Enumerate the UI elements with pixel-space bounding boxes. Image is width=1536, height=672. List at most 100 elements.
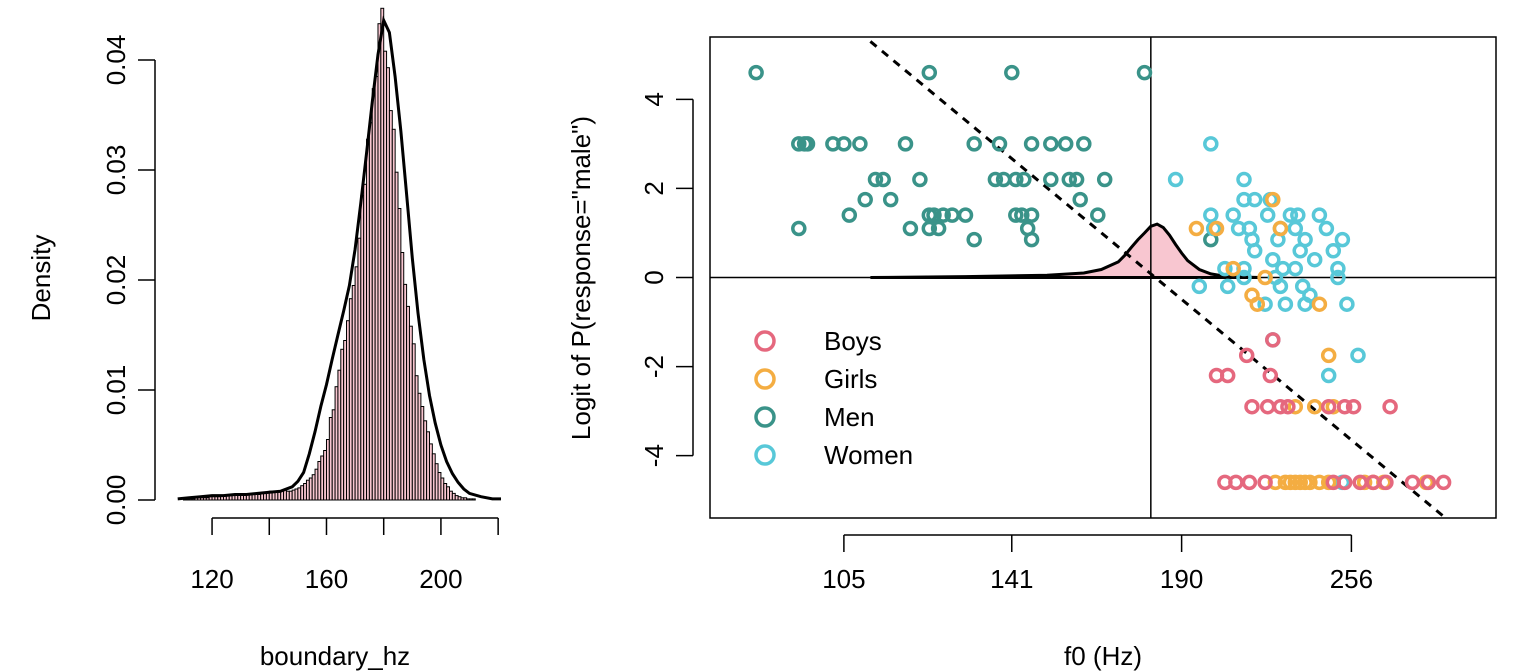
point-women <box>1203 207 1219 223</box>
point-boys <box>1241 474 1258 491</box>
point-men <box>867 171 884 188</box>
legend-marker-girls <box>754 368 776 390</box>
point-men <box>957 207 974 223</box>
x-tick-label: 190 <box>1160 564 1203 594</box>
point-men <box>1023 231 1040 248</box>
point-women <box>1339 296 1355 312</box>
point-girls <box>1225 260 1241 277</box>
point-boys <box>1320 398 1337 415</box>
point-girls <box>1257 269 1273 286</box>
point-boys <box>1238 347 1255 364</box>
density-curve <box>177 15 501 501</box>
point-girls <box>1249 296 1266 312</box>
point-men <box>1072 191 1088 208</box>
y-tick-label: -4 <box>639 444 669 467</box>
point-men <box>1061 171 1078 188</box>
histogram-panel: 120 160 200 0.00 0.01 0.02 0.03 0.04 boundary_… <box>26 7 501 671</box>
point-women <box>1330 260 1346 277</box>
point-men <box>836 136 852 152</box>
legend-label-girls: Girls <box>824 364 877 394</box>
point-boys <box>1219 367 1236 384</box>
x-tick-label: 160 <box>305 564 348 594</box>
point-men <box>1090 207 1106 223</box>
point-women <box>1282 207 1299 223</box>
x-axis: 120 160 200 <box>190 517 499 594</box>
point-women <box>1167 171 1184 188</box>
x-tick-label: 200 <box>419 564 462 594</box>
point-boys <box>1259 398 1276 415</box>
y-axis-label: Logit of P(response="male") <box>566 116 596 440</box>
legend-label-women: Women <box>824 440 913 470</box>
point-women <box>1265 251 1281 268</box>
point-women <box>1306 251 1323 268</box>
point-women <box>1225 207 1241 223</box>
point-men <box>902 220 919 237</box>
point-women <box>1320 367 1337 384</box>
point-men <box>1043 171 1059 188</box>
y-tick-label: 2 <box>639 181 669 195</box>
point-boys <box>1265 332 1281 348</box>
data-points <box>748 64 1452 491</box>
point-men <box>912 171 928 188</box>
point-women <box>1236 269 1252 286</box>
point-women <box>1350 347 1366 364</box>
point-women <box>1318 220 1335 237</box>
legend-marker-men <box>754 406 776 428</box>
point-girls <box>1320 347 1337 364</box>
point-boys <box>1420 474 1437 491</box>
x-axis-label: boundary_hz <box>260 641 410 671</box>
point-men <box>1076 136 1092 152</box>
point-women <box>1287 260 1304 277</box>
point-men <box>987 171 1004 188</box>
point-women <box>1330 269 1346 286</box>
point-men <box>926 207 942 223</box>
point-men <box>841 207 858 223</box>
y-axis: 0.00 0.01 0.02 0.03 0.04 <box>101 35 156 526</box>
point-men <box>852 136 868 152</box>
point-women <box>1311 207 1328 223</box>
x-tick-label: 105 <box>822 564 865 594</box>
legend-label-men: Men <box>824 402 875 432</box>
point-girls <box>1311 474 1328 491</box>
point-women <box>1217 260 1233 277</box>
x-axis-label: f0 (Hz) <box>1064 641 1142 671</box>
point-women <box>1325 243 1342 259</box>
point-girls <box>1188 220 1205 237</box>
point-girls <box>1311 296 1328 312</box>
point-girls <box>1302 474 1318 491</box>
point-men <box>1008 207 1024 223</box>
point-men <box>921 220 938 237</box>
point-men <box>1008 171 1024 188</box>
point-men <box>748 64 764 81</box>
y-axis: -4 -2 0 2 4 <box>639 92 694 467</box>
regression-line <box>869 40 1447 520</box>
scatter-panel: 105 141 190 256 -4 -2 0 2 4 Boys Girls Men Women f… <box>566 36 1497 671</box>
point-boys <box>1404 474 1421 491</box>
point-boys <box>1382 398 1398 415</box>
point-boys <box>1345 398 1362 415</box>
histogram-bars <box>182 7 476 501</box>
point-men <box>966 231 982 248</box>
point-girls <box>1272 220 1289 237</box>
point-women <box>1292 243 1308 259</box>
point-women <box>1191 278 1208 295</box>
point-women <box>1203 136 1219 152</box>
boundary-density-area <box>870 222 1260 279</box>
point-men <box>995 171 1012 188</box>
point-men <box>1023 136 1040 152</box>
point-women <box>1297 296 1313 312</box>
point-men <box>1016 171 1032 188</box>
legend-marker-women <box>754 444 776 466</box>
point-men <box>897 136 914 152</box>
point-men <box>1004 64 1020 81</box>
y-tick-label: -2 <box>639 355 669 378</box>
point-boys <box>1435 474 1452 491</box>
point-boys <box>1378 474 1394 491</box>
y-tick-label: 0.00 <box>101 475 131 526</box>
point-men <box>991 136 1008 152</box>
legend: Boys Girls Men Women <box>754 326 913 470</box>
point-men <box>857 191 873 208</box>
x-axis: 105 141 190 256 <box>822 534 1373 594</box>
point-women <box>1294 278 1311 295</box>
